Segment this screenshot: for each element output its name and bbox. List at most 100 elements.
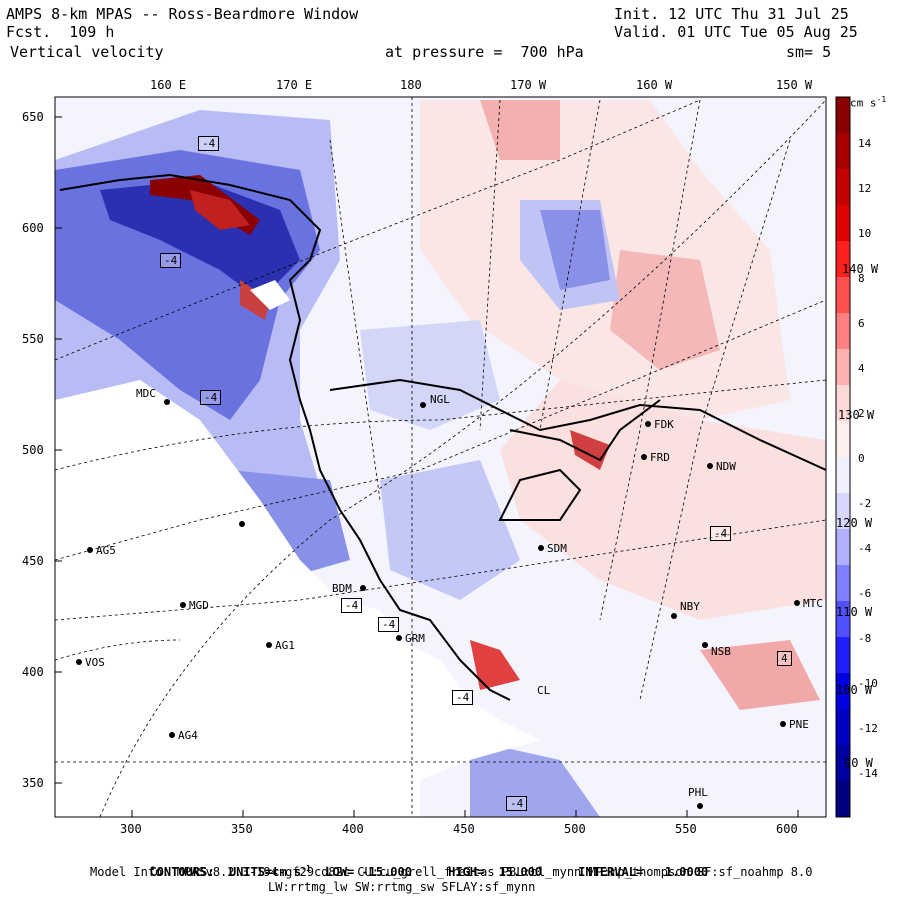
cb-label-14: 14: [858, 137, 872, 150]
y-tick-600: 600: [22, 221, 44, 235]
lon-label-150w: 150 W: [776, 78, 813, 92]
axis-ticks: [55, 116, 799, 817]
station-sdm: SDM: [547, 542, 567, 555]
station-nsb: NSB: [711, 645, 731, 658]
y-tick-350: 350: [22, 776, 44, 790]
x-tick-550: 550: [675, 822, 697, 836]
colorbar-segment: [836, 421, 850, 458]
x-tick-600: 600: [776, 822, 798, 836]
field-layer: [55, 97, 826, 817]
contour-label: -4: [200, 390, 222, 405]
contour-label: -4: [160, 253, 182, 268]
cb-label-0: 0: [858, 452, 865, 465]
station-cl: CL: [537, 684, 551, 697]
contour-label: 4: [777, 651, 792, 666]
colorbar: [836, 97, 850, 818]
cb-label-m6: -6: [858, 587, 872, 600]
cb-label-4: 4: [858, 362, 865, 375]
y-tick-400: 400: [22, 665, 44, 679]
lon-label-170e: 170 E: [276, 78, 313, 92]
x-tick-450: 450: [453, 822, 475, 836]
footer-model-info: Model Info: MPASv8.2.3-194-gf29cd82c CU:…: [90, 865, 813, 879]
cb-label-2: 2: [858, 407, 865, 420]
station-ndw: NDW: [716, 460, 736, 473]
station-bdm: BDM: [332, 582, 352, 595]
contour-label: -4: [506, 796, 528, 811]
colorbar-segment: [836, 781, 850, 818]
station-fdk: FDK: [654, 418, 674, 431]
cb-label-8: 8: [858, 272, 865, 285]
plot-title: AMPS 8-km MPAS -- Ross-Beardmore Window: [6, 5, 359, 23]
cb-label-m8: -8: [858, 632, 872, 645]
contour-label: -4: [341, 598, 363, 613]
station-ag4: AG4: [178, 729, 198, 742]
y-tick-550: 550: [22, 332, 44, 346]
colorbar-segment: [836, 709, 850, 746]
x-tick-400: 400: [342, 822, 364, 836]
station-ag1: AG1: [275, 639, 295, 652]
colorbar-segment: [836, 277, 850, 314]
smoothing: sm= 5: [786, 43, 832, 61]
colorbar-segment: [836, 565, 850, 602]
cb-label-m14: -14: [858, 767, 878, 780]
cb-label-10: 10: [858, 227, 872, 240]
colorbar-segment: [836, 673, 850, 710]
footer-model-info-2: LW:rrtmg_lw SW:rrtmg_sw SFLAY:sf_mynn: [268, 880, 536, 894]
colorbar-segment: [836, 601, 850, 638]
colorbar-segment: [836, 133, 850, 170]
colorbar-segment: [836, 457, 850, 494]
x-tick-500: 500: [564, 822, 586, 836]
colorbar-segment: [836, 313, 850, 350]
colorbar-segment: [836, 529, 850, 566]
cb-label-m10: -10: [858, 677, 878, 690]
station-grm: GRM: [405, 632, 425, 645]
cb-label-12: 12: [858, 182, 872, 195]
colorbar-segment: [836, 385, 850, 422]
contour-label: -4: [710, 526, 732, 541]
station-mdc: MDC: [136, 387, 156, 400]
lon-label-160e: 160 E: [150, 78, 187, 92]
station-phl: PHL: [688, 786, 708, 799]
station-vos: VOS: [85, 656, 105, 669]
contour-label: -4: [198, 136, 220, 151]
init-time: Init. 12 UTC Thu 31 Jul 25: [614, 5, 849, 23]
y-tick-450: 450: [22, 554, 44, 568]
lon-label-100w: 100 W: [836, 683, 873, 697]
station-mgd: MGD: [189, 599, 209, 612]
lon-label-110w: 110 W: [836, 605, 873, 619]
colorbar-segment: [836, 241, 850, 278]
x-tick-300: 300: [120, 822, 142, 836]
lon-label-180: 180: [400, 78, 422, 92]
colorbar-segment: [836, 205, 850, 242]
lon-label-140w: 140 W: [842, 262, 879, 276]
cb-label-6: 6: [858, 317, 865, 330]
contour-label: -4: [378, 617, 400, 632]
lon-label-90w: 90 W: [844, 756, 873, 770]
coastline-layer: [59, 173, 826, 701]
lon-label-120w: 120 W: [836, 516, 873, 530]
cb-label-m4: -4: [858, 542, 872, 555]
plot-frame: [54, 96, 827, 818]
contour-label: -4: [452, 690, 474, 705]
station-dots: [76, 399, 800, 809]
colorbar-unit: cm s-1: [850, 95, 887, 110]
y-tick-650: 650: [22, 110, 44, 124]
lon-label-130w: 130 W: [838, 408, 875, 422]
forecast-hour: Fcst. 109 h: [6, 23, 115, 41]
cb-label-m2: -2: [858, 497, 872, 510]
lon-label-170w: 170 W: [510, 78, 547, 92]
lon-label-160w: 160 W: [636, 78, 673, 92]
colorbar-segment: [836, 493, 850, 530]
station-ag5: AG5: [96, 544, 116, 557]
footer-contours: CONTOURS: UNITS=cm s-1 LOW= -15.000 HIGH…: [149, 864, 709, 879]
graticule-layer: [55, 97, 826, 817]
colorbar-segment: [836, 349, 850, 386]
cb-label-m12: -12: [858, 722, 878, 735]
colorbar-segment: [836, 745, 850, 782]
station-pne: PNE: [789, 718, 809, 731]
pressure-level: at pressure = 700 hPa: [385, 43, 584, 61]
variable-name: Vertical velocity: [10, 43, 164, 61]
station-nby: NBY: [680, 600, 700, 613]
x-tick-350: 350: [231, 822, 253, 836]
